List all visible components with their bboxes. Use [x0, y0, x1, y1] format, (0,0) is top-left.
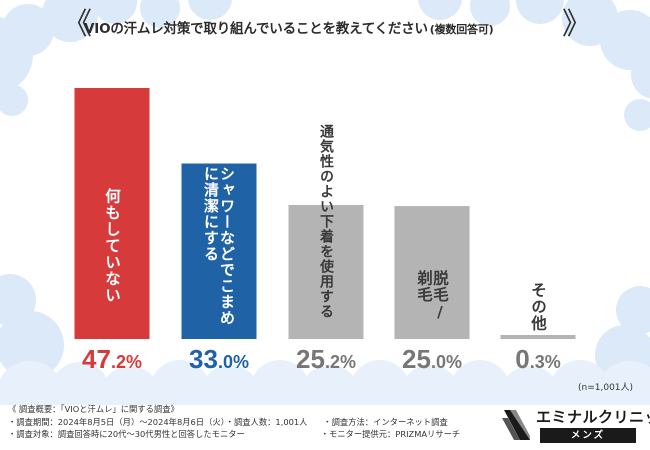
survey-overview: 《 調査概要：「VIOと汗ムレ」に関する調査》 ・調査期間：2024年8月5日（…	[8, 403, 460, 441]
overview-provider: ・モニター提供元：PRIZMAリサーチ	[320, 429, 461, 439]
value-label-2: 33.0%	[189, 344, 249, 374]
bar-4	[394, 206, 470, 339]
chart-title: 《 VIOの汗ムレ対策で取り組んでいることを教えてください (複数回答可) 》	[0, 0, 650, 52]
bar-3	[288, 204, 364, 339]
value-label-5: 0.3%	[515, 344, 561, 374]
value-label-1: 47.2%	[82, 344, 142, 374]
category-label-2: シャワーなどでこまめに清潔にする	[202, 166, 236, 326]
bar-5	[500, 335, 576, 339]
overview-count: ・調査人数：1,001人	[225, 416, 308, 427]
overview-heading: 《 調査概要：「VIOと汗ムレ」に関する調査》	[8, 404, 179, 414]
overview-period: ・調査期間：2024年8月5日（月）〜2024年8月6日（火）	[8, 416, 229, 427]
clinic-logo-tag: メンズ	[540, 428, 636, 443]
clinic-logo-mark-icon	[502, 410, 530, 440]
survey-footer: 《 調査概要：「VIOと汗ムレ」に関する調査》 ・調査期間：2024年8月5日（…	[0, 398, 650, 450]
category-label-3: 通気性のよい下着を使用する	[318, 124, 334, 319]
value-label-4: 25.0%	[402, 344, 462, 374]
title-right-chevron-icon: 》	[562, 7, 592, 42]
bar-1	[74, 88, 150, 339]
category-label-1: 何もしていない	[103, 188, 121, 304]
overview-target: ・調査対象：調査回答時に20代〜30代男性と回答したモニター	[8, 429, 245, 439]
category-label-5: その他	[529, 282, 547, 332]
value-label-3: 25.2%	[296, 344, 356, 374]
sample-size-note: (n=1,001人)	[578, 383, 634, 393]
title-sub: (複数回答可)	[429, 23, 494, 36]
overview-method: ・調査方法：インターネット調査	[323, 416, 448, 427]
clinic-logo-name: エミナルクリニック	[536, 408, 650, 426]
bar-2	[181, 163, 257, 339]
title-main: VIOの汗ムレ対策で取り組んでいることを教えてください	[84, 21, 428, 37]
clinic-logo: エミナルクリニック メンズ	[498, 404, 650, 448]
category-label-4: 脱毛/剃毛	[415, 270, 449, 322]
title-left-chevron-icon: 《	[62, 7, 92, 42]
